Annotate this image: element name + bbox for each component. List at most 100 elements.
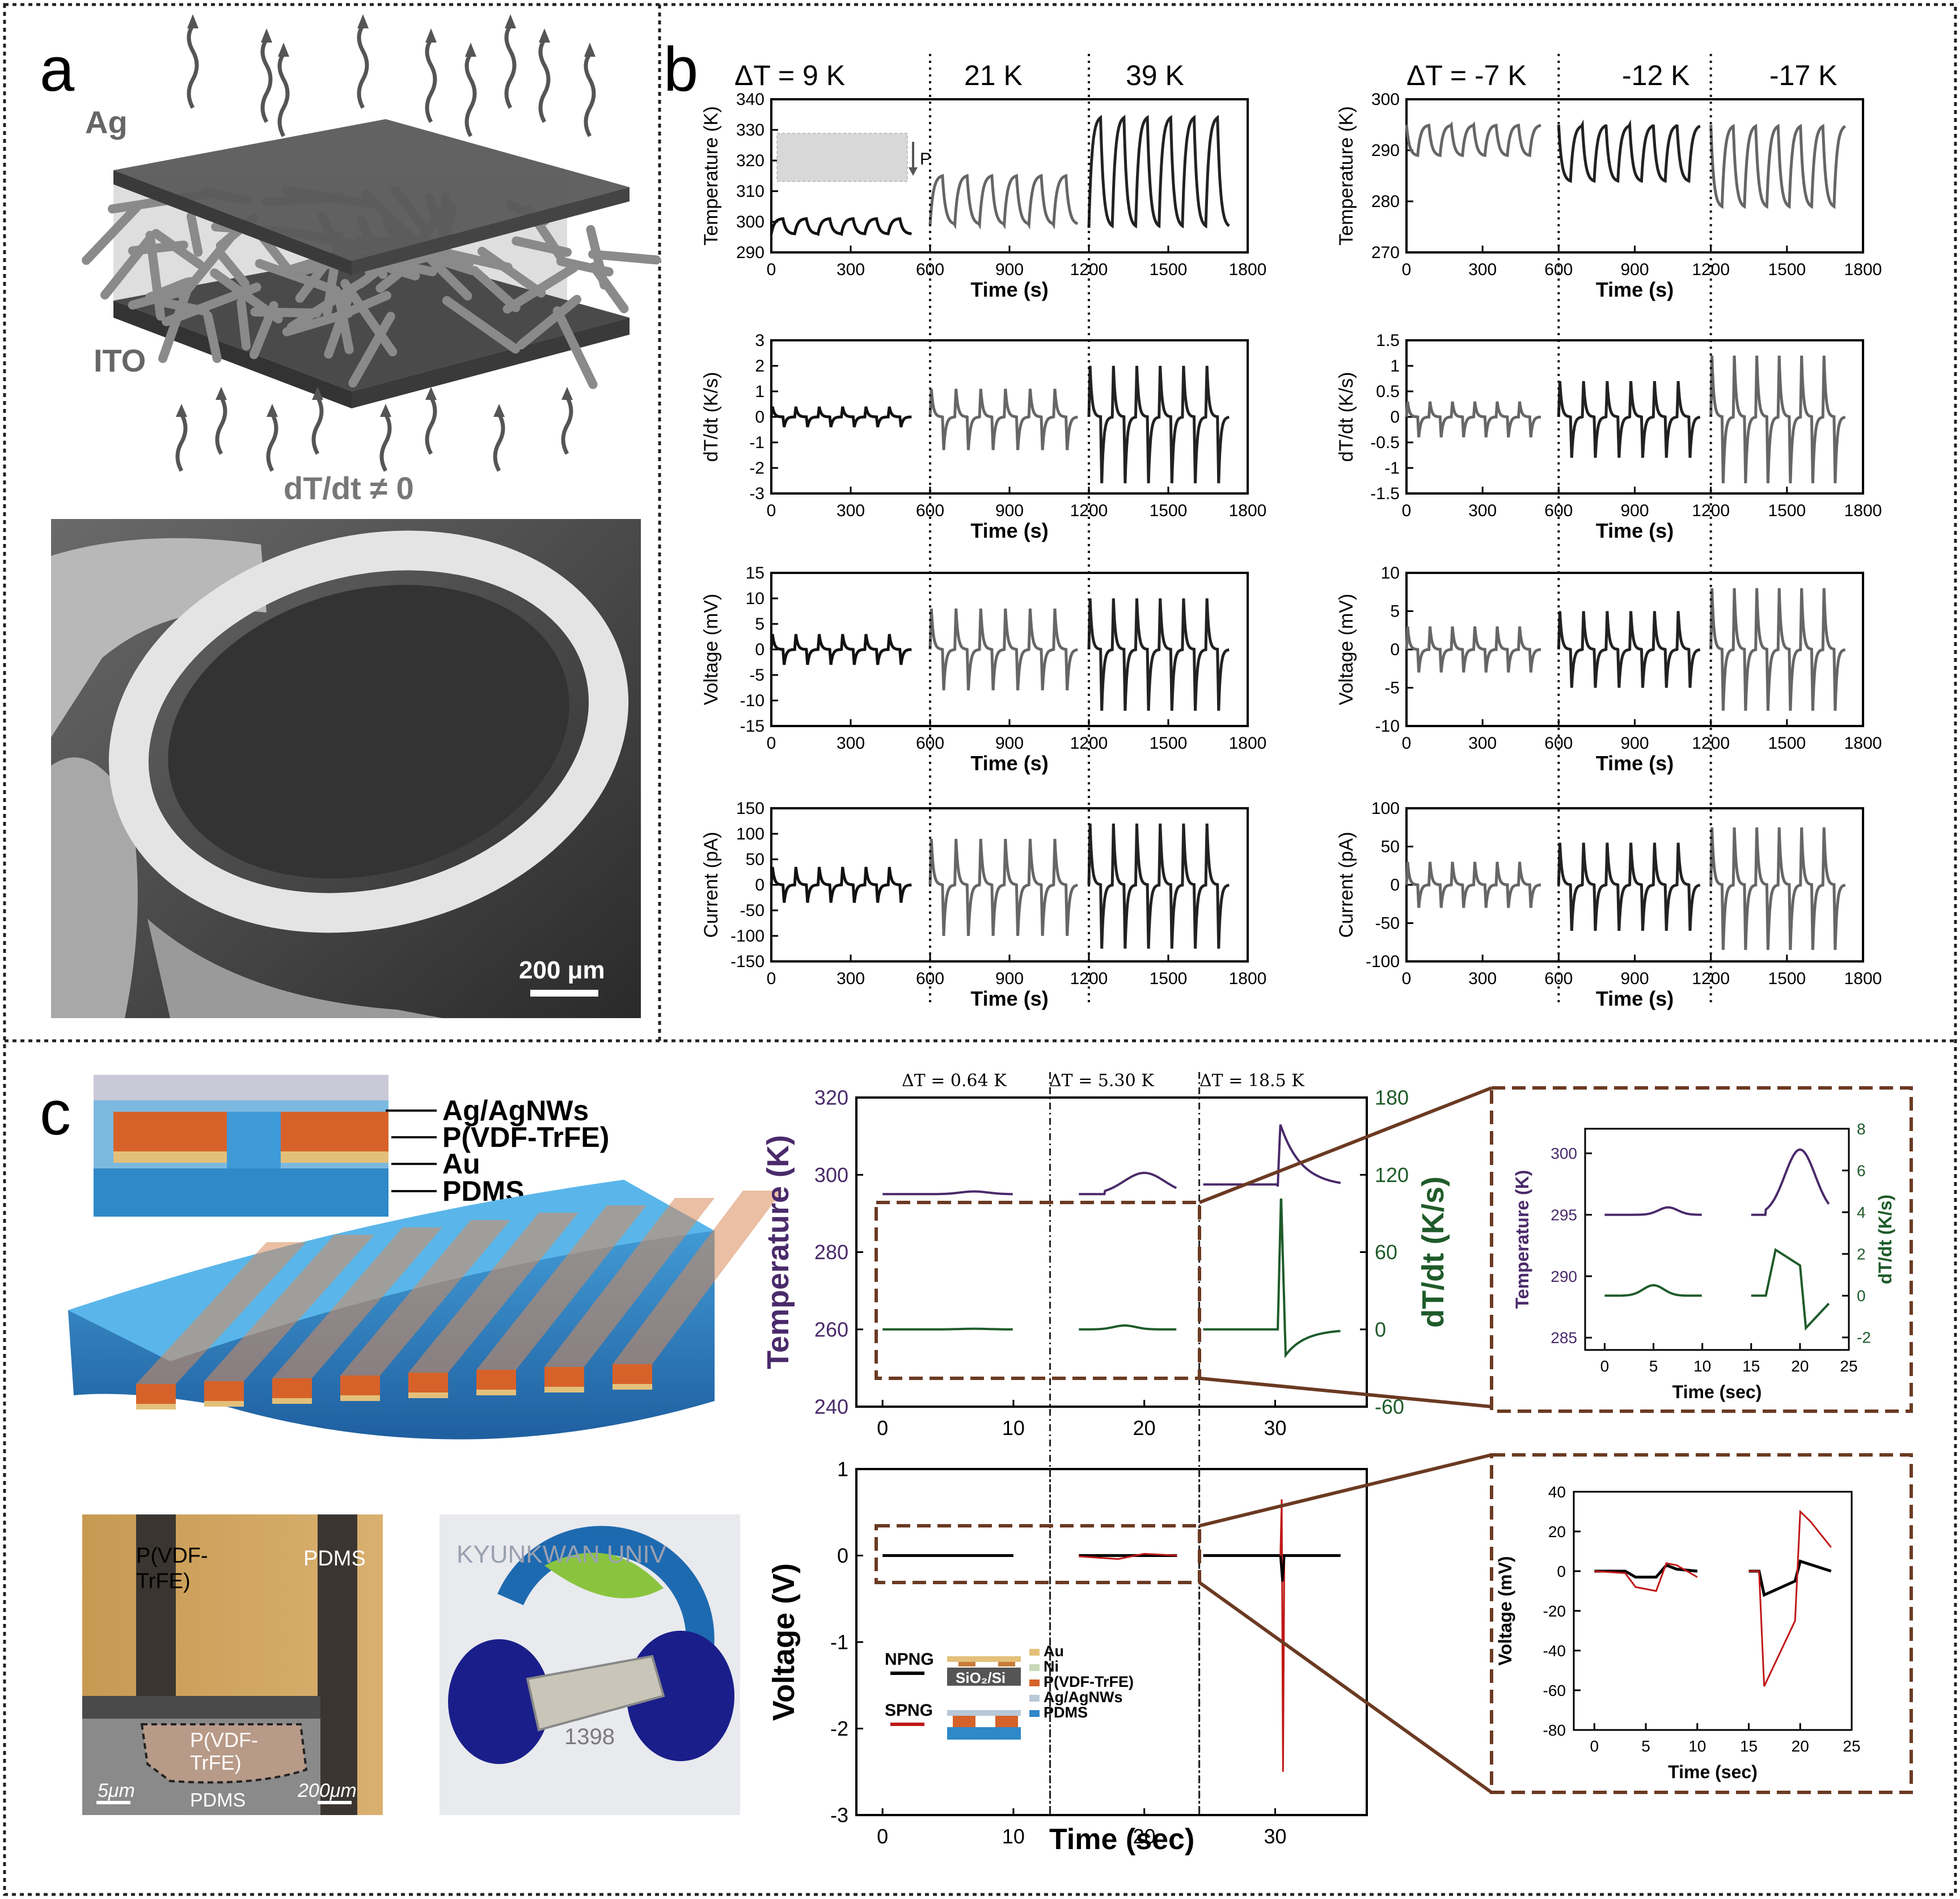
electrode-top [612,1191,783,1364]
dipole-inset [776,133,918,182]
c-legend [890,1649,1040,1740]
x-tick-label: 0 [1402,260,1412,279]
header-c-185: ΔT = 18.5 K [1199,1071,1304,1091]
y-tick-label: 100 [1371,799,1400,818]
x-tick-label: 1500 [1768,969,1806,988]
y-tick-label: 0 [1557,1563,1566,1580]
header-b-m7k: ΔT = -7 K [1406,60,1527,91]
series-line [928,174,1079,230]
y-tick-label: 340 [736,90,764,109]
heat-arrow-head [357,14,369,28]
heat-arrow [277,52,290,137]
y-tick-label: 270 [1371,243,1400,262]
heat-arrow-bottom [425,396,437,455]
nanowire [203,311,222,364]
header-b-m12k: -12 K [1622,60,1690,91]
nanowire [151,229,204,269]
y-tick-label: 290 [1371,141,1400,160]
y-tick-label: 280 [814,1240,848,1264]
x-tick-label: 5 [1641,1737,1650,1755]
electrode-gold [476,1390,516,1395]
heat-arrow-bottom-head [561,387,573,400]
series-line [1594,1563,1698,1579]
nanowire [236,298,251,351]
y-tick-label: 300 [736,213,764,231]
electrode-gold [408,1392,448,1398]
x-tick-label: 0 [1600,1357,1610,1375]
layer-pvdf: P(VDF-TrFE) [442,1121,609,1153]
x-tick-label: 20 [1133,1416,1156,1440]
y-tick-label: 280 [1371,192,1400,211]
micro-scale-small: 5μm [98,1780,135,1801]
y-tick-label: -3 [830,1804,848,1827]
x-tick-label: 0 [767,260,776,279]
x-tick-label: 0 [1402,734,1412,753]
x-axis-title: Time (sec) [1672,1382,1762,1402]
y-tick-label: -1 [830,1631,848,1654]
electrode-top [408,1213,578,1373]
electrode-gold [612,1384,652,1390]
x-tick-label: 600 [916,969,944,988]
electrode-top [136,1242,306,1384]
optical-micrograph [82,1514,383,1815]
y-axis-title: Voltage (mV) [1495,1556,1515,1665]
heat-arrow [504,24,517,109]
legend-pvdf: P(VDF-TrFE) [1044,1673,1134,1690]
x-tick-label: 0 [767,969,776,988]
heat-arrow [464,52,477,137]
x-tick-label: 1800 [1844,260,1882,279]
y-tick-label: -60 [1543,1682,1566,1699]
y-tick-label: -5 [1384,679,1400,698]
y-tick-label: 50 [746,850,764,869]
y-tick-label: 10 [746,589,764,608]
nanowire [516,294,582,349]
nanowire [145,277,192,302]
scale-label-a: 200 μm [519,956,605,984]
x-tick-label: 1200 [1070,969,1108,988]
heat-arrow [357,24,369,109]
heat-arrow [538,38,551,123]
micro-inset-trfe: TrFE) [190,1751,242,1774]
heat-arrow-head [505,14,516,28]
x-tick-label: 900 [995,734,1024,753]
photo-year: 1398 [564,1724,615,1749]
x-tick-label: 1200 [1692,969,1730,988]
panel-label-b: b [664,35,698,104]
y-axis-title: Voltage (mV) [700,594,722,706]
x-tick-label: 900 [995,969,1024,988]
micro-scale-big: 200μm [297,1780,357,1801]
sem-image: 200 μm [51,519,641,1018]
x-tick-label: 1500 [1150,969,1188,988]
x-tick-label: 900 [1620,969,1649,988]
micro-label-pdms-bottom: PDMS [190,1790,246,1811]
heat-arrow-bottom-head [493,404,505,417]
x-axis-title: Time (s) [970,752,1048,775]
y-tick-label: 0 [755,640,764,659]
nanowire-schematic [82,14,661,472]
micro-inset-pvdf: P(VDF- [190,1728,258,1752]
x-tick-label: 1800 [1229,260,1267,279]
x-tick-label: 300 [837,501,865,520]
series-line [1087,365,1230,484]
y-axis-title: Temperature (K) [700,106,722,246]
electrode-stripe [136,1384,176,1404]
y-tick-label: 300 [814,1163,848,1187]
label-ag: Ag [85,104,128,140]
y2-tick-label: 120 [1375,1163,1409,1187]
y-tick-label: 0.5 [1376,382,1400,401]
header-b-9k: ΔT = 9 K [734,60,845,91]
x-tick-label: 10 [1002,1416,1025,1440]
x-tick-label: 300 [837,260,865,279]
y-tick-label: 320 [736,151,764,170]
y2-tick-label: 4 [1857,1204,1866,1221]
series-line [928,389,1078,450]
x-axis-title: Time (s) [1596,519,1674,542]
heat-arrow [425,38,437,123]
y-tick-label: 300 [1371,90,1400,109]
x-tick-label: 600 [916,260,944,279]
layer-au: Au [442,1148,480,1180]
electrode-top [544,1198,715,1367]
chart-frame [1584,1128,1850,1351]
heat-arrow-bottom-head [312,387,323,400]
y-axis-title: Voltage (mV) [1336,594,1357,706]
